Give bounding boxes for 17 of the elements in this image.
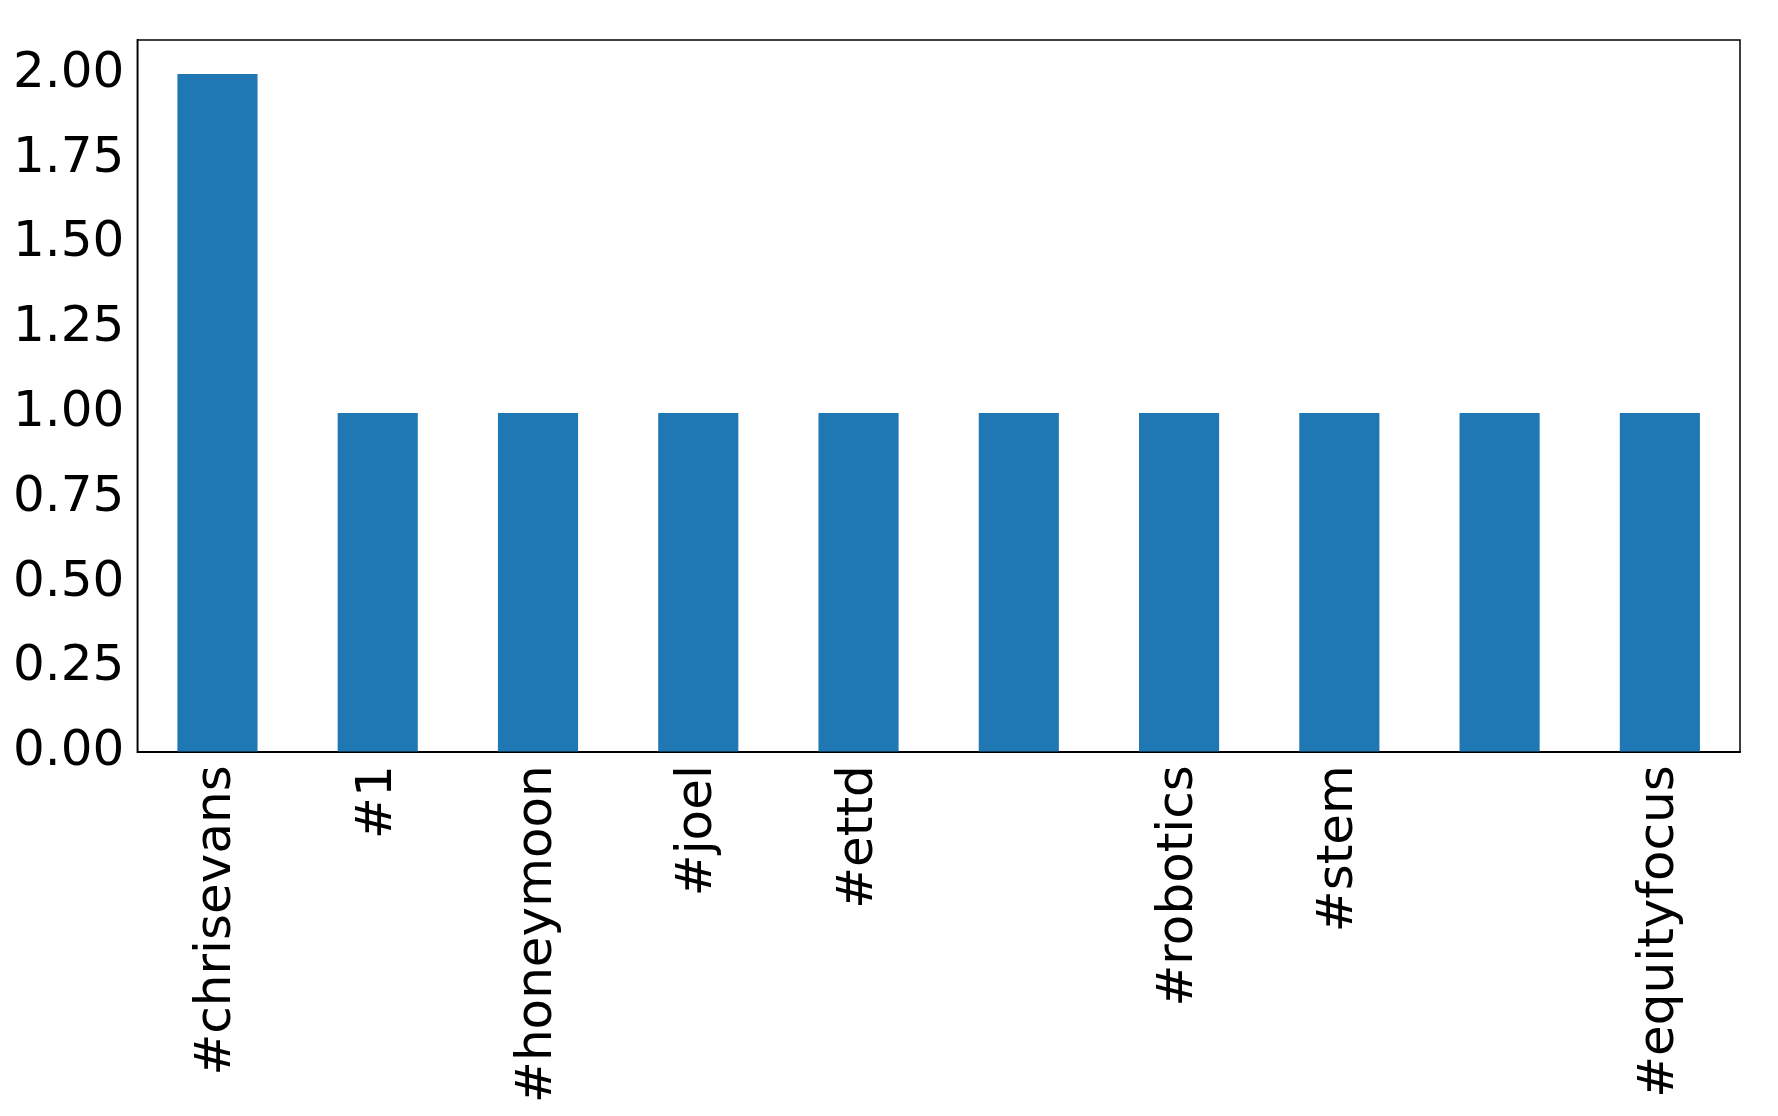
y-tick-label: 2.00 — [13, 40, 125, 99]
x-tick-label: #chrisevans — [184, 765, 243, 1076]
x-tick-label: #honeymoon — [504, 765, 563, 1103]
x-tick-label: #joel — [665, 765, 724, 897]
x-tick-label: #ettd — [825, 765, 884, 909]
y-tick-label: 0.75 — [13, 464, 125, 523]
x-tick-label: #equityfocus — [1626, 765, 1685, 1098]
x-tick-label: #1 — [344, 765, 403, 839]
y-tick-label: 1.50 — [13, 210, 125, 269]
x-tick-label: #robotics — [1146, 765, 1205, 1007]
y-tick-label: 1.00 — [13, 380, 125, 439]
y-tick-label: 1.25 — [13, 295, 125, 354]
x-tick-label: #stem — [1306, 765, 1365, 933]
y-tick-label: 0.25 — [13, 634, 125, 693]
y-tick-label: 0.00 — [13, 719, 125, 778]
y-tick-label: 1.75 — [13, 125, 125, 184]
y-tick-label: 0.50 — [13, 549, 125, 608]
